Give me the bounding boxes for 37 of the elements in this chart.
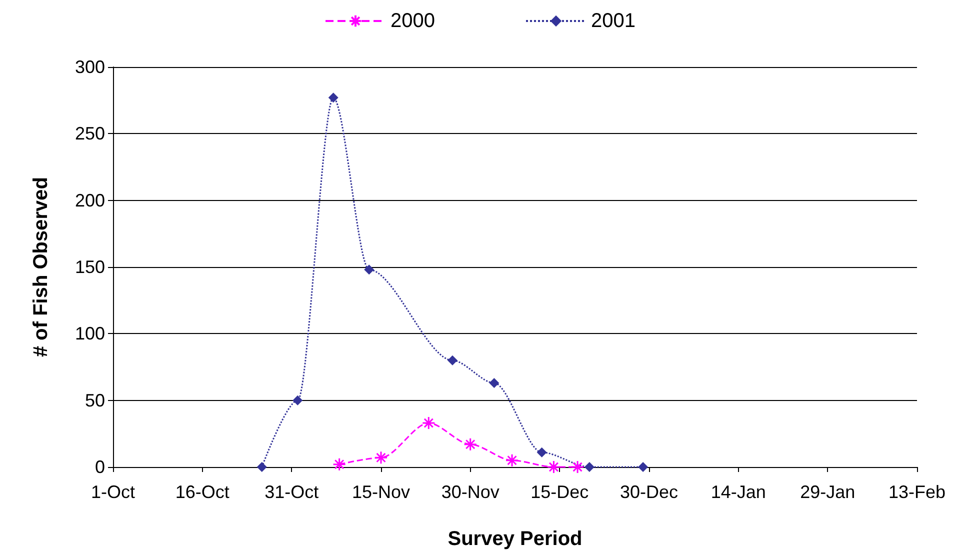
y-tick-label: 250 <box>74 124 105 144</box>
legend-label: 2000 <box>390 10 436 32</box>
y-tick-label: 200 <box>74 190 105 210</box>
point <box>464 438 478 452</box>
point <box>505 454 519 468</box>
y-tick-label: 50 <box>84 390 105 410</box>
y-axis-title: # of Fish Observed <box>30 176 52 358</box>
x-tick-label: 31-Oct <box>264 482 319 502</box>
point <box>447 355 458 366</box>
x-tick-label: 15-Dec <box>530 482 589 502</box>
y-tick-label: 150 <box>74 257 105 277</box>
x-tick-label: 30-Nov <box>441 482 500 502</box>
x-tick-label: 29-Jan <box>800 482 856 502</box>
y-tick-label: 300 <box>74 57 105 77</box>
point <box>374 450 388 464</box>
point <box>328 92 338 103</box>
point <box>536 447 547 458</box>
legend-label: 2001 <box>591 10 636 32</box>
point <box>292 395 303 406</box>
point <box>570 460 584 474</box>
x-tick-label: 13-Feb <box>888 482 946 502</box>
point <box>256 462 267 472</box>
x-tick-label: 30-Dec <box>620 482 678 502</box>
x-tick-label: 1-Oct <box>90 482 136 502</box>
point <box>546 460 560 474</box>
point <box>638 462 648 472</box>
x-tick-label: 16-Oct <box>175 482 230 502</box>
x-tick-label: 15-Nov <box>352 482 410 502</box>
point <box>584 462 594 472</box>
y-tick-label: 0 <box>94 457 105 477</box>
point <box>332 458 346 472</box>
x-axis-title: Survey Period <box>448 528 582 550</box>
x-tick-label: 14-Jan <box>710 482 766 502</box>
point <box>489 378 500 388</box>
point <box>422 416 436 430</box>
point <box>364 264 374 275</box>
y-tick-label: 100 <box>74 324 105 344</box>
